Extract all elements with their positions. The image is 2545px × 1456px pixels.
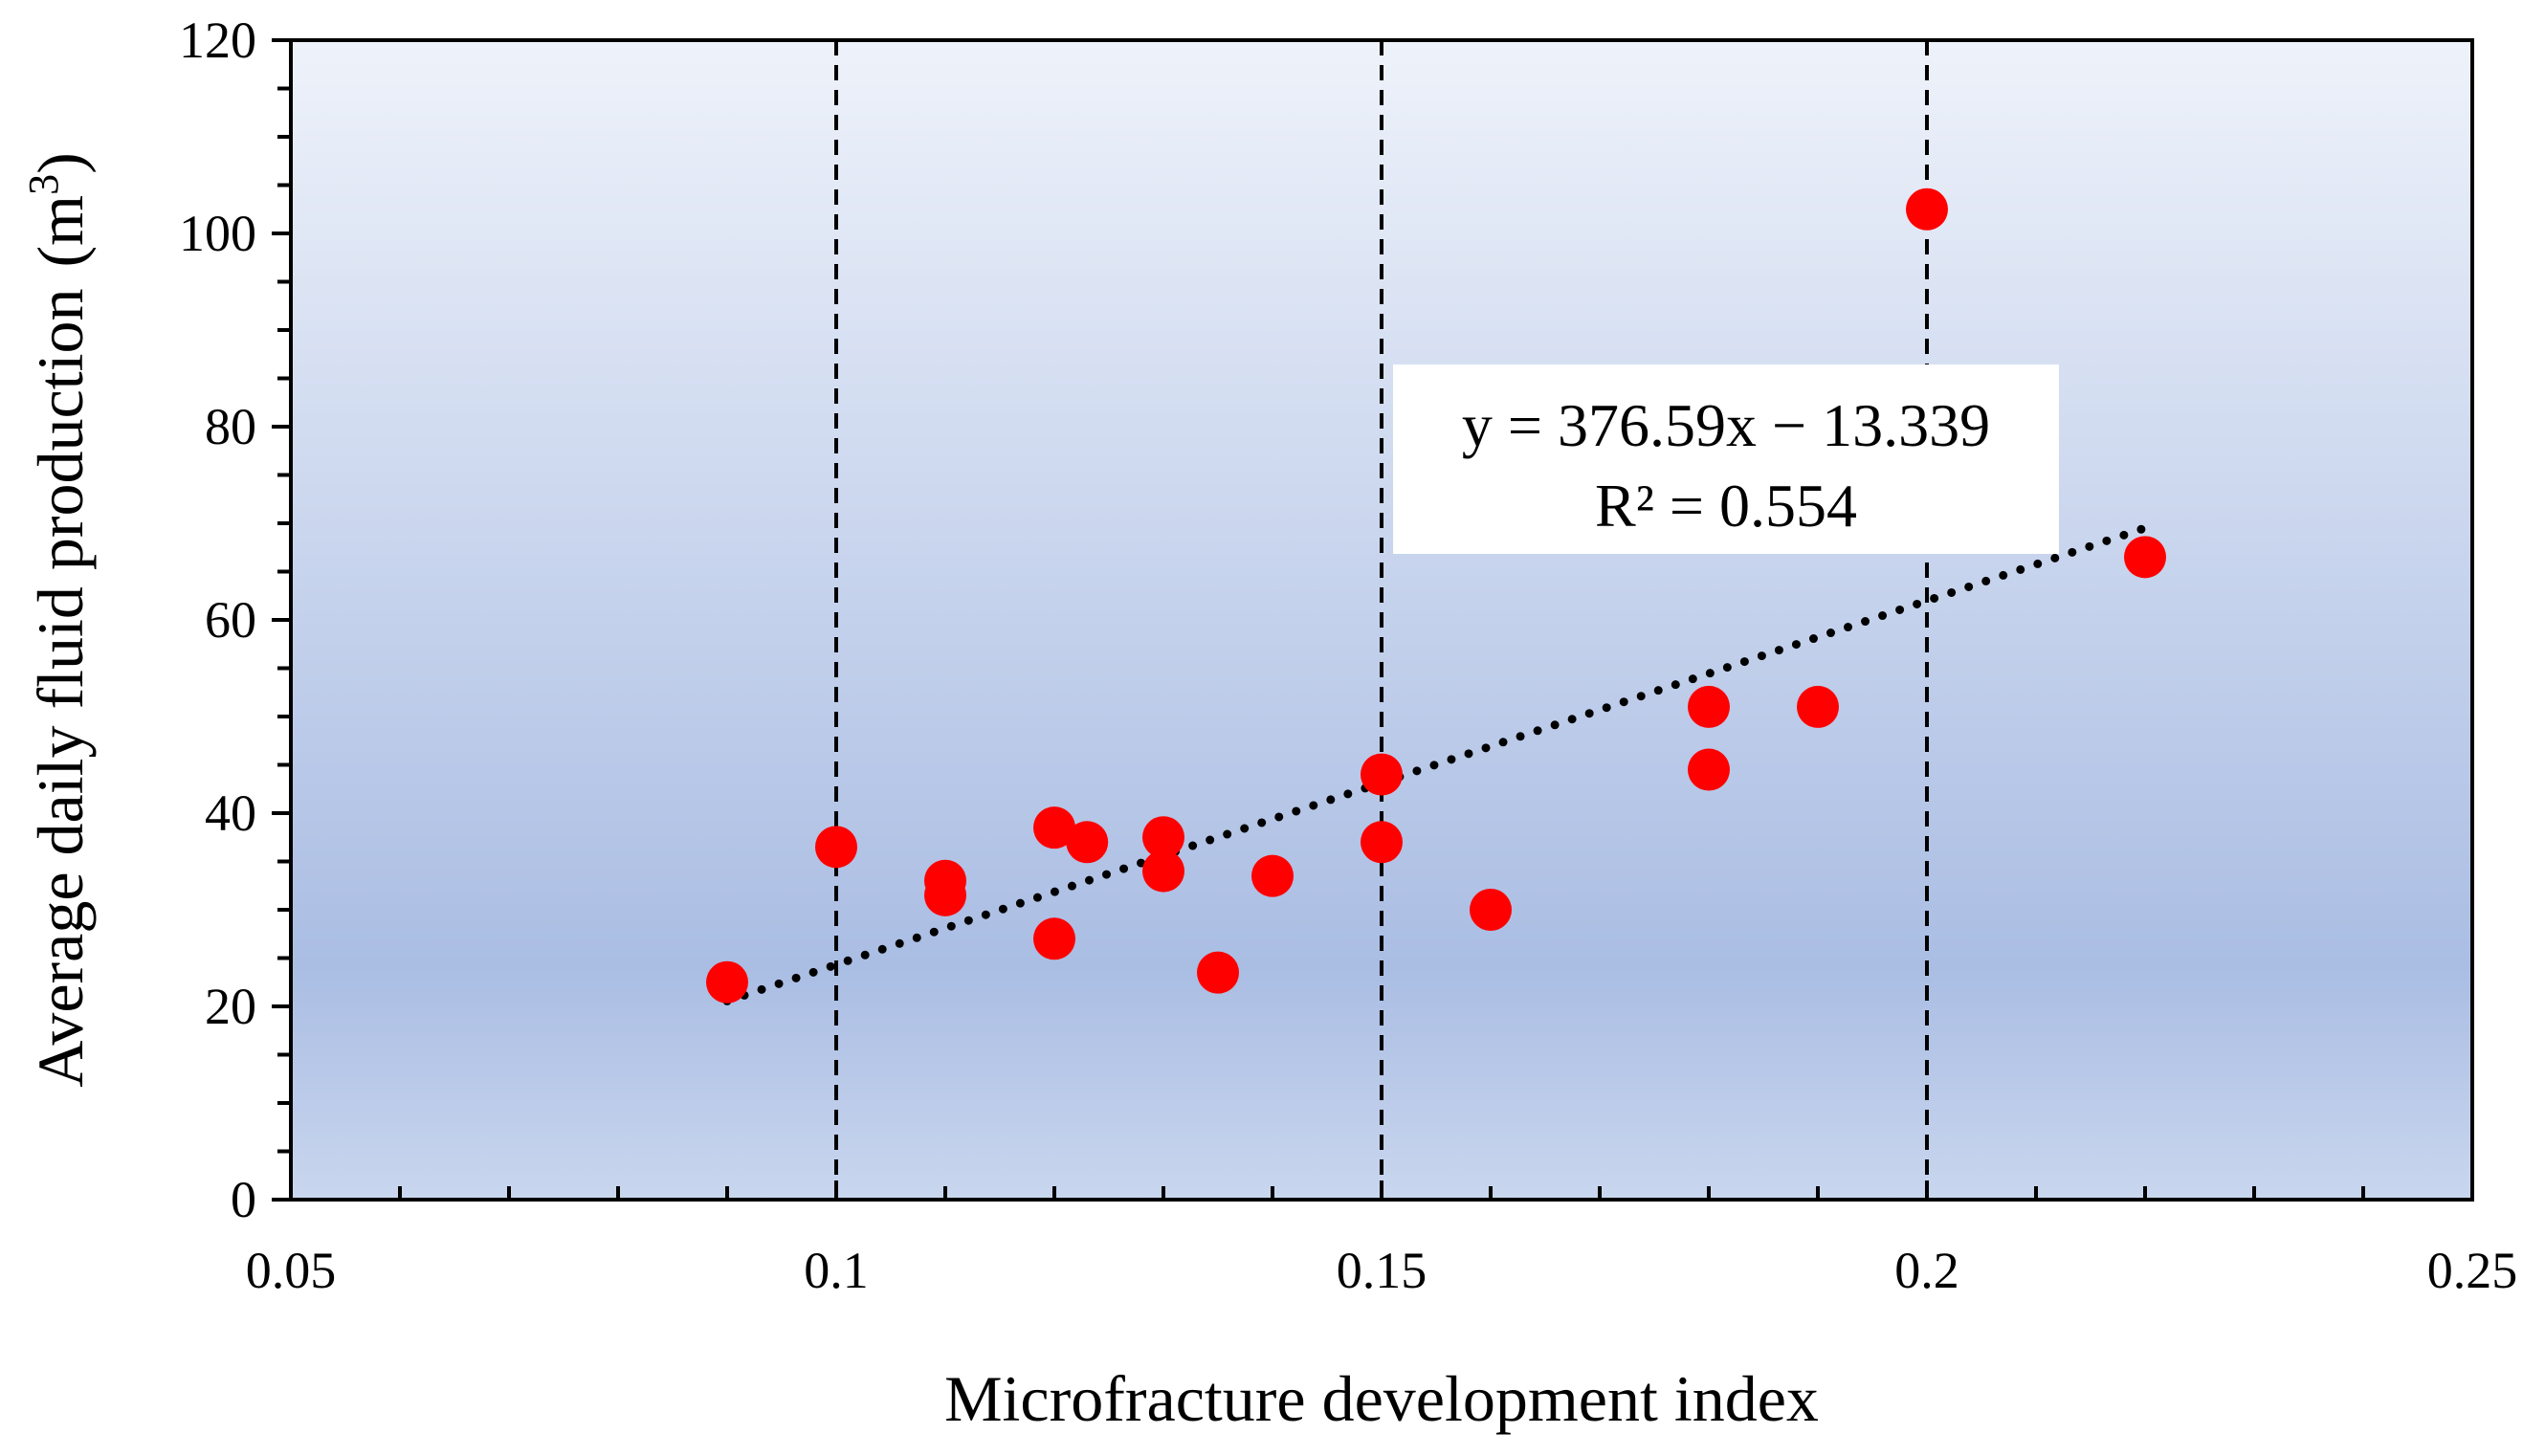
x-axis: 0.05 0.1 0.15 0.2 0.25 [246, 1180, 2518, 1299]
y-axis-unit-prefix: (m [24, 195, 97, 268]
x-tick-label: 0.1 [804, 1242, 869, 1299]
y-tick-label: 20 [205, 978, 256, 1035]
y-axis-title: Average daily fluid production (m3) [20, 152, 97, 1087]
data-point [1688, 685, 1730, 728]
data-point [1688, 748, 1730, 791]
data-point [815, 826, 857, 869]
data-point [1142, 816, 1184, 859]
data-point [1033, 806, 1075, 849]
x-tick-label: 0.2 [1894, 1242, 1959, 1299]
y-axis: 0 20 40 60 80 100 120 [179, 11, 291, 1228]
data-point [706, 960, 748, 1004]
data-point [1361, 821, 1403, 864]
data-point [1197, 951, 1239, 994]
data-point [1470, 889, 1512, 931]
x-tick-label: 0.15 [1337, 1242, 1427, 1299]
x-tick-label: 0.25 [2427, 1242, 2518, 1299]
data-point [924, 873, 966, 916]
y-tick-label: 60 [205, 591, 256, 649]
y-tick-label: 40 [205, 784, 256, 842]
data-point [1361, 753, 1403, 796]
data-point [1142, 849, 1184, 893]
y-tick-label: 80 [205, 398, 256, 455]
y-axis-unit-sup: 3 [20, 174, 67, 195]
x-tick-label: 0.05 [246, 1242, 337, 1299]
data-point [1251, 854, 1294, 897]
y-tick-label: 100 [179, 205, 256, 262]
equation-label: y = 376.59x − 13.339 [1462, 391, 1990, 459]
x-axis-title: Microfracture development index [944, 1362, 1819, 1435]
data-point [1033, 917, 1075, 960]
trendline [722, 523, 2150, 1005]
y-tick-label: 0 [231, 1171, 256, 1228]
r-squared-label: R² = 0.554 [1595, 472, 1857, 540]
equation-box-background [1393, 364, 2059, 554]
data-point [1066, 821, 1109, 864]
data-point [1797, 685, 1839, 728]
data-points [706, 188, 2166, 1004]
equation-box: y = 376.59x − 13.339 R² = 0.554 [1393, 364, 2059, 554]
data-point [1906, 188, 1948, 231]
data-point [2124, 536, 2166, 579]
y-axis-title-text: Average daily fluid production [24, 288, 97, 1087]
reference-lines [834, 40, 1929, 1200]
trendline-group [722, 523, 2150, 1005]
y-tick-label: 120 [179, 11, 256, 69]
y-axis-unit-suffix: ) [24, 152, 97, 174]
